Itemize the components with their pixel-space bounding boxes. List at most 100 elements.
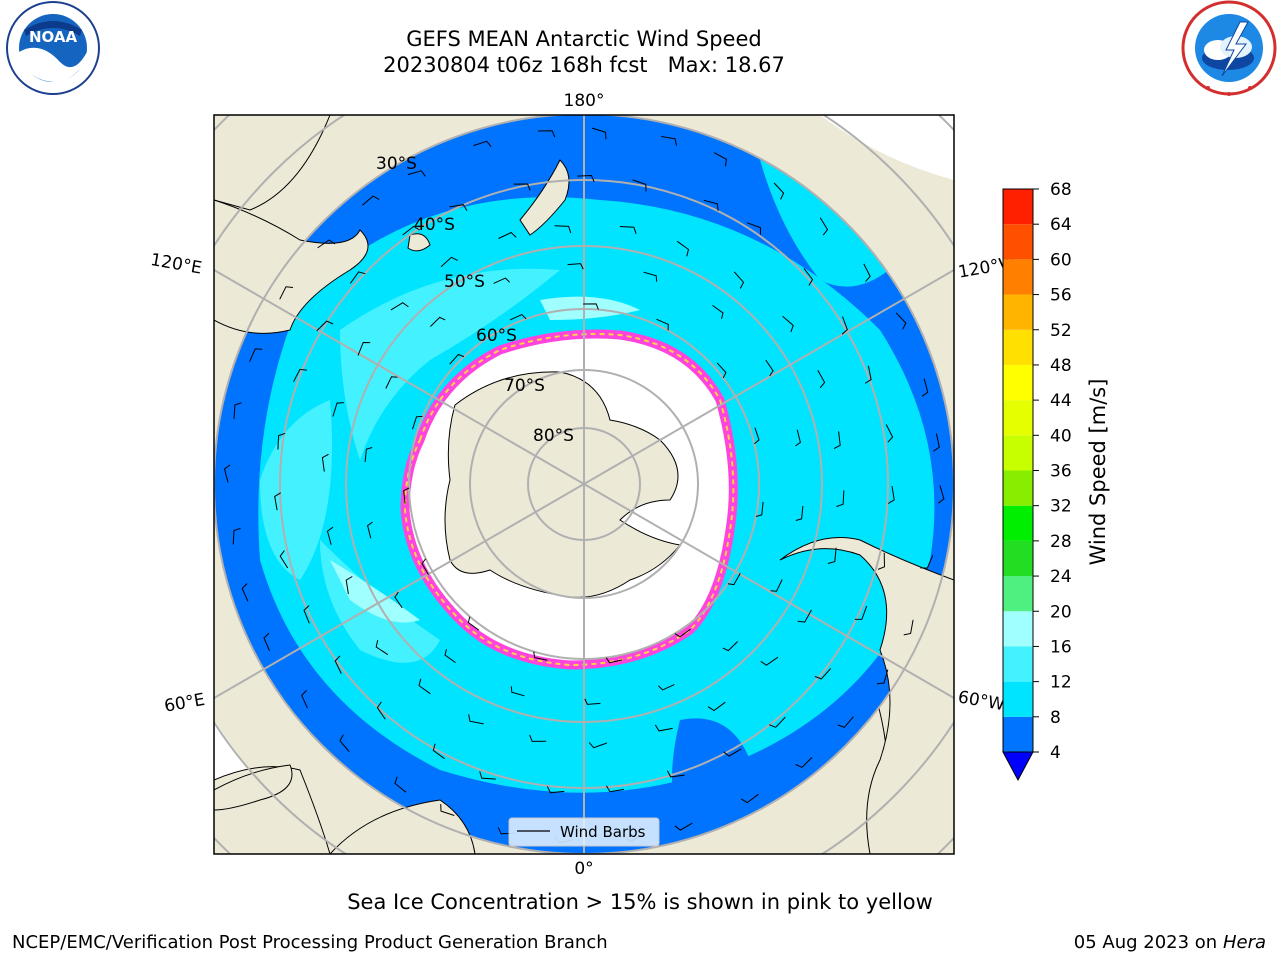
wind-barb bbox=[765, 359, 774, 377]
colorbar-tick-label: 24 bbox=[1050, 567, 1072, 587]
colorbar-tick-label: 68 bbox=[1050, 180, 1072, 200]
wind-barb bbox=[440, 256, 458, 268]
lat-label-80s: 80°S bbox=[533, 426, 574, 446]
colorbar-under-arrow bbox=[1002, 751, 1034, 782]
wind-barb bbox=[583, 303, 599, 310]
wind-barb bbox=[277, 432, 286, 450]
wind-barb bbox=[249, 348, 263, 362]
wind-barb bbox=[444, 649, 456, 664]
wind-barb bbox=[707, 701, 726, 712]
lon-label-60w: 60°W bbox=[956, 687, 1006, 715]
colorbar-segment bbox=[1003, 364, 1033, 401]
wind-barb bbox=[760, 656, 779, 666]
wind-barb bbox=[817, 369, 826, 389]
wind-barb bbox=[795, 757, 813, 768]
colorbar-tick-label: 20 bbox=[1050, 602, 1072, 622]
colorbar-segment bbox=[1003, 576, 1033, 612]
colorbar-tick-label: 32 bbox=[1050, 497, 1072, 517]
wind-barb bbox=[827, 547, 837, 564]
wind-barb bbox=[263, 632, 270, 651]
caption: Sea Ice Concentration > 15% is shown in … bbox=[347, 890, 933, 914]
wind-barb bbox=[584, 698, 601, 705]
wind-barb bbox=[666, 770, 685, 778]
wind-barb bbox=[533, 651, 548, 661]
footer-date: 05 Aug 2023 on Hera bbox=[1074, 932, 1266, 953]
wind-barb bbox=[301, 690, 308, 709]
chart-subtitle: 20230804 t06z 168h fcst Max: 18.67 bbox=[383, 53, 785, 77]
wind-barb bbox=[223, 464, 231, 483]
wind-barb bbox=[836, 490, 845, 507]
lon-label-60e: 60°E bbox=[163, 690, 207, 717]
wind-barb bbox=[769, 716, 786, 728]
colorbar-tick-label: 60 bbox=[1050, 250, 1072, 270]
wind-barb bbox=[403, 487, 410, 504]
wind-barb bbox=[797, 609, 812, 623]
wind-barb bbox=[577, 174, 595, 183]
wind-barb bbox=[567, 263, 584, 270]
wind-barb bbox=[357, 341, 371, 356]
colorbar-tick-label: 64 bbox=[1050, 215, 1072, 235]
wind-barb bbox=[412, 415, 423, 430]
wind-barb bbox=[493, 277, 511, 284]
wind-barb bbox=[554, 225, 572, 234]
wind-barb bbox=[279, 286, 294, 300]
wind-barb bbox=[339, 734, 350, 752]
wind-barb bbox=[877, 552, 886, 570]
lon-label-120e: 120°E bbox=[149, 250, 203, 279]
wind-barb bbox=[795, 429, 801, 447]
wind-barb bbox=[841, 316, 848, 335]
wind-barb bbox=[498, 231, 517, 239]
colorbar-segment bbox=[1003, 611, 1033, 647]
wind-barb bbox=[430, 316, 446, 327]
wind-barb bbox=[727, 573, 741, 586]
wind-barbs bbox=[223, 127, 945, 844]
wind-barb bbox=[703, 199, 719, 211]
wind-barb bbox=[723, 748, 742, 757]
wind-barb bbox=[421, 558, 429, 575]
noaa-logo: NOAA bbox=[6, 1, 100, 95]
wind-barb bbox=[529, 734, 547, 742]
wind-barb bbox=[661, 136, 677, 146]
wind-barb bbox=[332, 402, 344, 417]
wind-barb bbox=[654, 724, 673, 732]
colorbar-tick-label: 48 bbox=[1050, 356, 1072, 376]
wind-barb bbox=[233, 402, 242, 419]
wind-barb bbox=[334, 655, 342, 674]
colorbar-segment bbox=[1003, 189, 1033, 225]
wind-barb bbox=[863, 263, 871, 282]
wind-barb bbox=[885, 424, 894, 443]
colorbar-label: Wind Speed [m/s] bbox=[1086, 379, 1110, 566]
wind-barb bbox=[895, 312, 907, 330]
colorbar-tick-label: 40 bbox=[1050, 426, 1072, 446]
wind-barb bbox=[770, 579, 783, 592]
wind-barb bbox=[747, 222, 761, 235]
wind-barb bbox=[833, 431, 841, 450]
colorbar-segment bbox=[1003, 681, 1033, 717]
wind-barb bbox=[241, 583, 249, 602]
wind-barb bbox=[903, 619, 914, 636]
wind-barb bbox=[741, 793, 759, 804]
wind-barb bbox=[716, 362, 727, 379]
wind-barb bbox=[316, 320, 334, 332]
wind-barb bbox=[619, 226, 637, 234]
wind-barb bbox=[440, 804, 455, 816]
colorbar-segment bbox=[1003, 400, 1033, 436]
wind-barb bbox=[713, 152, 727, 167]
wind-barb bbox=[920, 555, 934, 569]
lon-label-0: 0° bbox=[574, 859, 593, 879]
wind-barb bbox=[232, 527, 241, 545]
wind-barb bbox=[803, 268, 814, 286]
footer-credit: NCEP/EMC/Verification Post Processing Pr… bbox=[12, 932, 608, 953]
wind-barb bbox=[449, 204, 468, 211]
wind-barb bbox=[819, 217, 829, 236]
map-legend: Wind Barbs bbox=[508, 817, 660, 847]
map-frame bbox=[213, 114, 955, 855]
wind-barb bbox=[479, 771, 496, 780]
colorbar-tick-label: 8 bbox=[1050, 708, 1061, 728]
lat-label-50s: 50°S bbox=[444, 272, 485, 292]
lat-label-30s: 30°S bbox=[376, 154, 417, 174]
wind-barb bbox=[345, 576, 353, 594]
wind-barb bbox=[467, 616, 480, 631]
wind-barb bbox=[513, 183, 531, 191]
